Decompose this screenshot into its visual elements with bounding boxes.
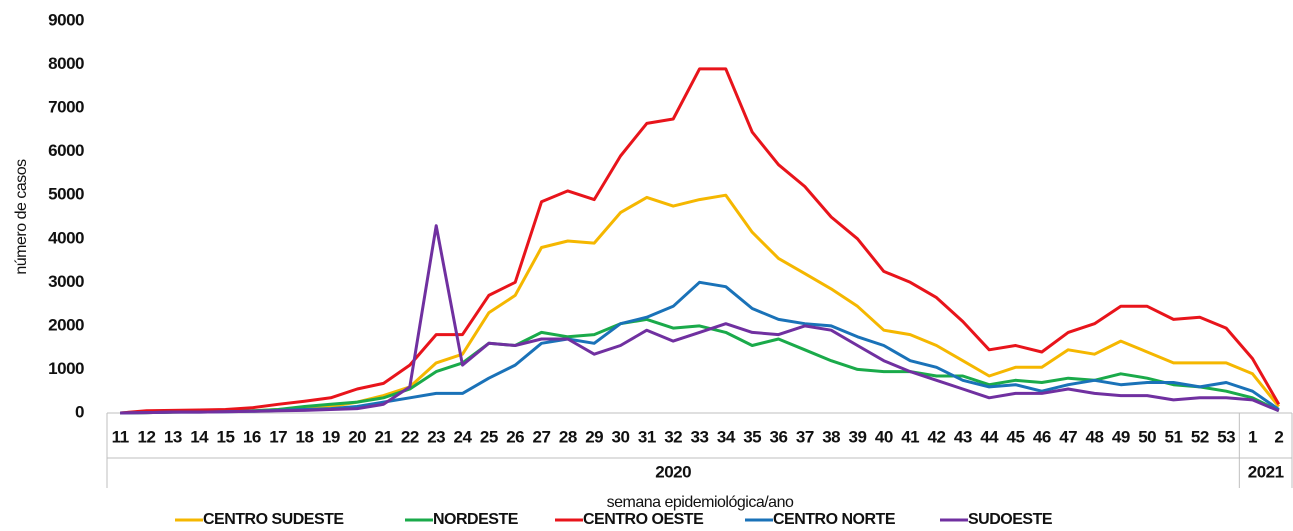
x-tick-label: 21: [375, 427, 393, 446]
x-tick-label: 43: [954, 427, 972, 446]
x-tick-label: 11: [112, 427, 129, 446]
x-tick-label: 39: [849, 427, 867, 446]
x-tick-label: 36: [770, 427, 788, 446]
x-tick-label: 17: [269, 427, 287, 446]
x-tick-label: 53: [1217, 427, 1235, 446]
x-tick-label: 12: [138, 427, 156, 446]
y-tick-label: 5000: [48, 185, 84, 204]
legend-label: CENTRO SUDESTE: [203, 511, 344, 528]
x-tick-label: 18: [296, 427, 314, 446]
x-tick-label: 2: [1274, 427, 1283, 446]
legend-label: NORDESTE: [433, 511, 519, 528]
group-label: 2020: [655, 462, 691, 481]
y-tick-label: 7000: [48, 98, 84, 117]
x-tick-label: 48: [1086, 427, 1104, 446]
x-tick-label: 45: [1007, 427, 1025, 446]
y-tick-label: 9000: [48, 10, 84, 29]
x-axis-title: semana epidemiológica/ano: [607, 494, 794, 511]
series-line: [120, 317, 1280, 415]
x-tick-label: 29: [585, 427, 603, 446]
x-tick-label: 14: [190, 427, 209, 446]
x-tick-label: 49: [1112, 427, 1130, 446]
x-tick-label: 27: [533, 427, 551, 446]
x-tick-label: 33: [691, 427, 709, 446]
x-tick-label: 15: [217, 427, 235, 446]
x-tick-label: 38: [822, 427, 840, 446]
x-tick-label: 23: [427, 427, 445, 446]
legend-label: CENTRO NORTE: [773, 511, 896, 528]
x-tick-label: 46: [1033, 427, 1051, 446]
x-tick-label: 41: [901, 427, 919, 446]
x-tick-label: 31: [638, 427, 656, 446]
x-tick-label: 24: [454, 427, 473, 446]
y-tick-label: 2000: [48, 315, 84, 334]
x-tick-label: 50: [1138, 427, 1156, 446]
group-label: 2021: [1248, 462, 1284, 481]
series-line: [120, 67, 1281, 415]
y-tick-label: 8000: [48, 54, 84, 73]
x-tick-label: 25: [480, 427, 498, 446]
x-tick-label: 37: [796, 427, 814, 446]
x-tick-label: 51: [1165, 427, 1183, 446]
series-line: [120, 193, 1280, 415]
x-tick-label: 52: [1191, 427, 1209, 446]
y-tick-label: 1000: [48, 359, 84, 378]
y-tick-label: 6000: [48, 141, 84, 160]
x-tick-label: 42: [928, 427, 946, 446]
x-tick-label: 13: [164, 427, 182, 446]
legend-label: SUDOESTE: [968, 511, 1053, 528]
x-tick-label: 35: [743, 427, 761, 446]
legend-label: CENTRO OESTE: [583, 511, 704, 528]
y-tick-label: 0: [75, 402, 84, 421]
x-tick-label: 32: [664, 427, 682, 446]
y-axis-title: número de casos: [13, 159, 30, 275]
series-line: [120, 224, 1280, 415]
x-tick-label: 22: [401, 427, 419, 446]
x-tick-label: 44: [980, 427, 999, 446]
x-tick-label: 20: [348, 427, 366, 446]
x-tick-label: 1: [1248, 427, 1257, 446]
y-tick-label: 3000: [48, 272, 84, 291]
x-tick-label: 34: [717, 427, 736, 446]
x-tick-label: 28: [559, 427, 577, 446]
x-tick-label: 40: [875, 427, 893, 446]
y-tick-label: 4000: [48, 228, 84, 247]
x-tick-label: 16: [243, 427, 261, 446]
x-tick-label: 30: [612, 427, 630, 446]
x-tick-label: 47: [1059, 427, 1077, 446]
x-tick-label: 19: [322, 427, 340, 446]
x-tick-label: 26: [506, 427, 524, 446]
